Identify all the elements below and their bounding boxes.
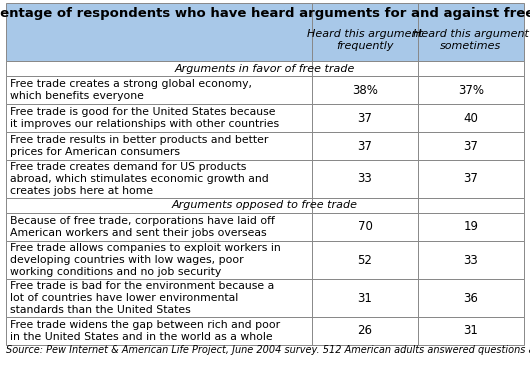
Text: 37: 37 bbox=[464, 139, 479, 153]
Text: Heard this argument
sometimes: Heard this argument sometimes bbox=[413, 29, 529, 51]
Bar bbox=[6, 317, 524, 345]
Text: Heard this argument
frequently: Heard this argument frequently bbox=[307, 29, 423, 51]
Text: Free trade results in better products and better
prices for American consumers: Free trade results in better products an… bbox=[10, 135, 268, 157]
Bar bbox=[6, 213, 524, 241]
Bar bbox=[6, 279, 524, 317]
Text: 37%: 37% bbox=[458, 84, 484, 96]
Text: 37: 37 bbox=[358, 111, 373, 124]
Bar bbox=[6, 198, 524, 213]
Text: Free trade is bad for the environment because a
lot of countries have lower envi: Free trade is bad for the environment be… bbox=[10, 281, 274, 315]
Text: Because of free trade, corporations have laid off
American workers and sent thei: Because of free trade, corporations have… bbox=[10, 216, 275, 238]
Text: Arguments in favor of free trade: Arguments in favor of free trade bbox=[175, 64, 355, 73]
Bar bbox=[6, 241, 524, 279]
Text: 26: 26 bbox=[358, 324, 373, 338]
Text: 37: 37 bbox=[358, 139, 373, 153]
Text: 52: 52 bbox=[358, 254, 373, 266]
Text: Free trade creates a strong global economy,
which benefits everyone: Free trade creates a strong global econo… bbox=[10, 79, 252, 101]
Text: 37: 37 bbox=[464, 173, 479, 185]
Text: Free trade allows companies to exploit workers in
developing countries with low : Free trade allows companies to exploit w… bbox=[10, 243, 281, 277]
Text: Arguments opposed to free trade: Arguments opposed to free trade bbox=[172, 200, 358, 211]
Bar bbox=[6, 132, 524, 160]
Bar bbox=[6, 61, 524, 76]
Text: 70: 70 bbox=[358, 220, 373, 234]
Text: Free trade creates demand for US products
abroad, which stimulates economic grow: Free trade creates demand for US product… bbox=[10, 162, 269, 196]
Text: 31: 31 bbox=[464, 324, 479, 338]
Text: Source: Pew Internet & American Life Project, June 2004 survey. 512 American adu: Source: Pew Internet & American Life Pro… bbox=[6, 345, 530, 355]
Text: 38%: 38% bbox=[352, 84, 378, 96]
Text: 19: 19 bbox=[464, 220, 479, 234]
Text: 33: 33 bbox=[464, 254, 479, 266]
Bar bbox=[6, 76, 524, 104]
Text: Free trade is good for the United States because
it improves our relationships w: Free trade is good for the United States… bbox=[10, 107, 279, 129]
Bar bbox=[6, 104, 524, 132]
Bar bbox=[6, 160, 524, 198]
Text: 36: 36 bbox=[464, 292, 479, 304]
Text: 31: 31 bbox=[358, 292, 373, 304]
Bar bbox=[6, 3, 524, 61]
Text: 33: 33 bbox=[358, 173, 373, 185]
Text: 40: 40 bbox=[464, 111, 479, 124]
Text: Free trade widens the gap between rich and poor
in the United States and in the : Free trade widens the gap between rich a… bbox=[10, 320, 280, 342]
Text: The percentage of respondents who have heard arguments for and against free trad: The percentage of respondents who have h… bbox=[0, 7, 530, 20]
